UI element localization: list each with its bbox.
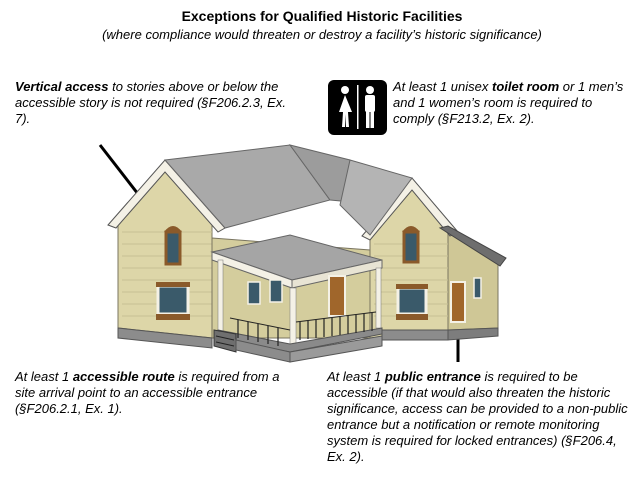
porch-door (328, 275, 346, 317)
left-bay-window (156, 284, 190, 316)
accessible-route-pre: At least 1 (15, 369, 73, 384)
public-entrance-note: At least 1 public entrance is required t… (327, 369, 637, 465)
public-entrance-pre: At least 1 (327, 369, 385, 384)
unisex-restroom-icon (328, 80, 387, 135)
public-entrance-post: is required to be accessible (if that wo… (327, 369, 628, 464)
toilet-room-pre: At least 1 unisex (393, 79, 492, 94)
porch-steps (213, 329, 237, 353)
accessible-route-term: accessible route (72, 369, 175, 384)
diagram-subtitle: (where compliance would threaten or dest… (102, 27, 542, 42)
accessible-route-post: is required from a site arrival point to… (15, 369, 280, 416)
public-entrance-term: public entrance (384, 369, 481, 384)
toilet-room-note: At least 1 unisex toilet room or 1 men’s… (393, 79, 633, 127)
diagram-title: Exceptions for Qualified Historic Facili… (181, 8, 463, 24)
right-upper-window (402, 230, 420, 264)
left-upper-window (164, 230, 182, 266)
vertical-access-term: Vertical access (15, 79, 109, 94)
public-entrance-door (450, 281, 466, 323)
foundation (117, 327, 213, 349)
vertical-access-note: Vertical access to stories above or belo… (15, 79, 290, 127)
accessible-route-note: At least 1 accessible route is required … (15, 369, 285, 417)
toilet-room-term: toilet room (492, 79, 560, 94)
right-bay-window (396, 286, 428, 316)
side-roof (438, 225, 507, 267)
toilet-room-post: or 1 men’s and 1 women’s room is require… (393, 79, 624, 126)
vertical-access-text: to stories above or below the accessible… (15, 79, 286, 126)
